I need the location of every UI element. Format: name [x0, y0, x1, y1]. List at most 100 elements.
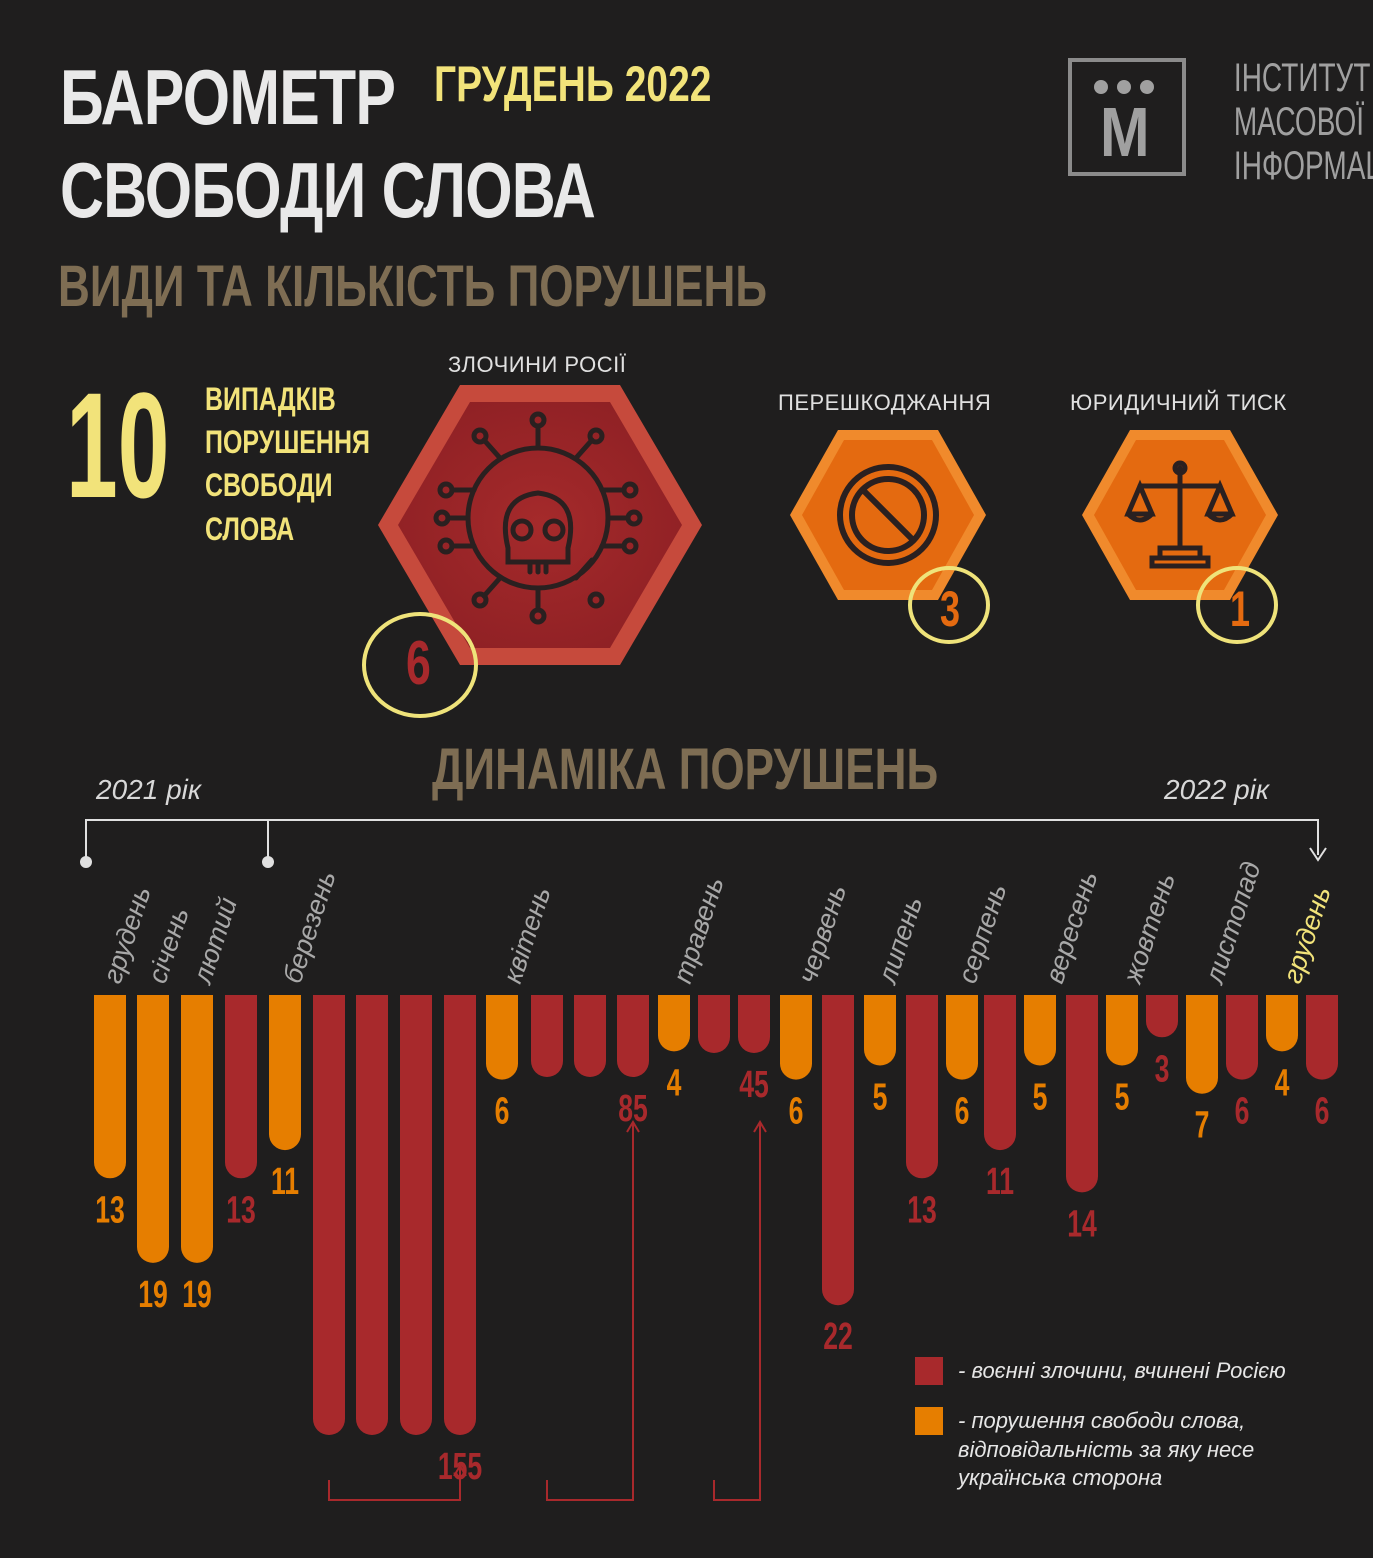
- description-line: СВОБОДИ: [205, 467, 333, 504]
- category-label-obstruction: ПЕРЕШКОДЖАННЯ: [778, 390, 992, 415]
- prohibited-icon: [837, 464, 939, 566]
- bar-orange: [1106, 995, 1138, 1066]
- description-line: СЛОВА: [205, 510, 295, 547]
- count-legal: 1: [1230, 581, 1251, 637]
- group-bracket: [328, 1466, 461, 1501]
- bar-value-label: 6: [1235, 1089, 1250, 1132]
- bar-red: [984, 995, 1016, 1151]
- bar-orange: [94, 995, 126, 1179]
- legend-swatch-red: [915, 1357, 943, 1385]
- bar-value-label: 5: [873, 1075, 888, 1118]
- bar-red: [1066, 995, 1098, 1193]
- bar-red: [574, 995, 606, 1077]
- bar-value-label: 45: [739, 1062, 769, 1105]
- bar-value-label: 3: [1155, 1047, 1170, 1090]
- count-obstruction: 3: [940, 581, 961, 637]
- legend-orange-line: українська сторона: [958, 1465, 1163, 1491]
- bar-value-label: 6: [955, 1089, 970, 1132]
- bar-red: [1146, 995, 1178, 1038]
- month-label: листопад: [1199, 858, 1267, 989]
- group-bracket: [713, 1122, 761, 1501]
- year-right: 2022 рік: [1164, 774, 1270, 805]
- bar-value-label: 5: [1115, 1075, 1130, 1118]
- bar-orange: [1024, 995, 1056, 1066]
- timeline-bracket: [85, 819, 1319, 862]
- bar-red: [400, 995, 432, 1435]
- bar-orange: [181, 995, 213, 1263]
- hexagon-russia: [378, 385, 702, 665]
- bar-value-label: 13: [95, 1188, 125, 1231]
- bar-red: [531, 995, 563, 1077]
- bar-orange: [780, 995, 812, 1080]
- bracket-arrow-icon: [453, 1464, 467, 1477]
- bar-orange: [1266, 995, 1298, 1052]
- month-label: січень: [142, 904, 194, 987]
- logo-line: МАСОВОЇ: [1233, 100, 1365, 144]
- bar-orange: [269, 995, 301, 1151]
- category-label-russia: ЗЛОЧИНИ РОСІЇ: [448, 352, 627, 377]
- month-label: березень: [277, 867, 341, 987]
- legend-orange-line: - порушення свободи слова,: [958, 1408, 1246, 1433]
- total-count: 10: [66, 361, 170, 529]
- hexagon-obstruction: [790, 430, 986, 600]
- bar-value-label: 11: [986, 1159, 1014, 1202]
- bar-value-label: 7: [1195, 1103, 1210, 1146]
- timeline-arrow-icon: [1309, 847, 1327, 862]
- bar-red: [617, 995, 649, 1077]
- month-label: вересень: [1039, 867, 1103, 986]
- bar-orange: [137, 995, 169, 1263]
- bar-value-label: 6: [789, 1089, 804, 1132]
- month-label: серпень: [952, 880, 1012, 987]
- count-circle-obstruction: 3: [908, 566, 990, 644]
- legend-red-label: - воєнні злочини, вчинені Росією: [958, 1358, 1286, 1383]
- bar-value-label: 6: [1315, 1089, 1330, 1132]
- bar-value-label: 13: [907, 1188, 937, 1231]
- category-label-legal: ЮРИДИЧНИЙ ТИСК: [1070, 390, 1287, 415]
- count-circle-russia: 6: [362, 612, 478, 718]
- month-label: жовтень: [1117, 869, 1181, 988]
- group-bracket: [546, 1122, 634, 1501]
- month-label: квітень: [497, 883, 556, 987]
- bar-value-label: 19: [138, 1272, 168, 1315]
- bar-value-label: 11: [271, 1159, 299, 1202]
- count-russia: 6: [406, 629, 431, 698]
- bar-value-label: 6: [495, 1089, 510, 1132]
- bar-value-label: 13: [226, 1188, 256, 1231]
- bar-red: [822, 995, 854, 1306]
- description-line: ВИПАДКІВ: [205, 381, 336, 417]
- bar-red: [1306, 995, 1338, 1080]
- bar-value-label: 5: [1033, 1075, 1048, 1118]
- logo-dot-icon: [1094, 80, 1108, 94]
- bracket-arrow-icon: [626, 1120, 640, 1133]
- hexagon-legal: [1082, 430, 1278, 600]
- bar-red: [698, 995, 730, 1053]
- month-label: липень: [872, 893, 929, 989]
- bar-orange: [946, 995, 978, 1080]
- count-circle-legal: 1: [1196, 566, 1278, 644]
- bar-red: [444, 995, 476, 1435]
- total-description: ВИПАДКІВ ПОРУШЕННЯ СВОБОДИ СЛОВА: [205, 378, 416, 551]
- page-subtitle: ВИДИ ТА КІЛЬКІСТЬ ПОРУШЕНЬ: [58, 254, 768, 319]
- bar-red: [313, 995, 345, 1435]
- timeline-dot-icon: [80, 856, 92, 868]
- bar-value-label: 4: [667, 1061, 682, 1104]
- description-line: ПОРУШЕННЯ: [205, 424, 370, 461]
- logo: М: [1068, 58, 1186, 176]
- scales-icon: [1124, 460, 1236, 569]
- month-label: червень: [792, 881, 852, 987]
- report-month: ГРУДЕНЬ 2022: [434, 56, 712, 112]
- bar-value-label: 19: [182, 1272, 212, 1315]
- bar-red: [1226, 995, 1258, 1080]
- bar-red: [738, 995, 770, 1053]
- logo-dot-icon: [1117, 80, 1131, 94]
- title-line-2: СВОБОДИ СЛОВА: [60, 146, 596, 234]
- bar-red: [356, 995, 388, 1435]
- bar-red: [906, 995, 938, 1179]
- logo-line: ІНФОРМАЦІЇ: [1233, 144, 1373, 188]
- timeline-dot-icon: [262, 856, 274, 868]
- logo-dot-icon: [1140, 80, 1154, 94]
- month-label: грудень: [1277, 883, 1336, 987]
- title-line-1: БАРОМЕТР: [60, 53, 396, 141]
- bar-red: [225, 995, 257, 1179]
